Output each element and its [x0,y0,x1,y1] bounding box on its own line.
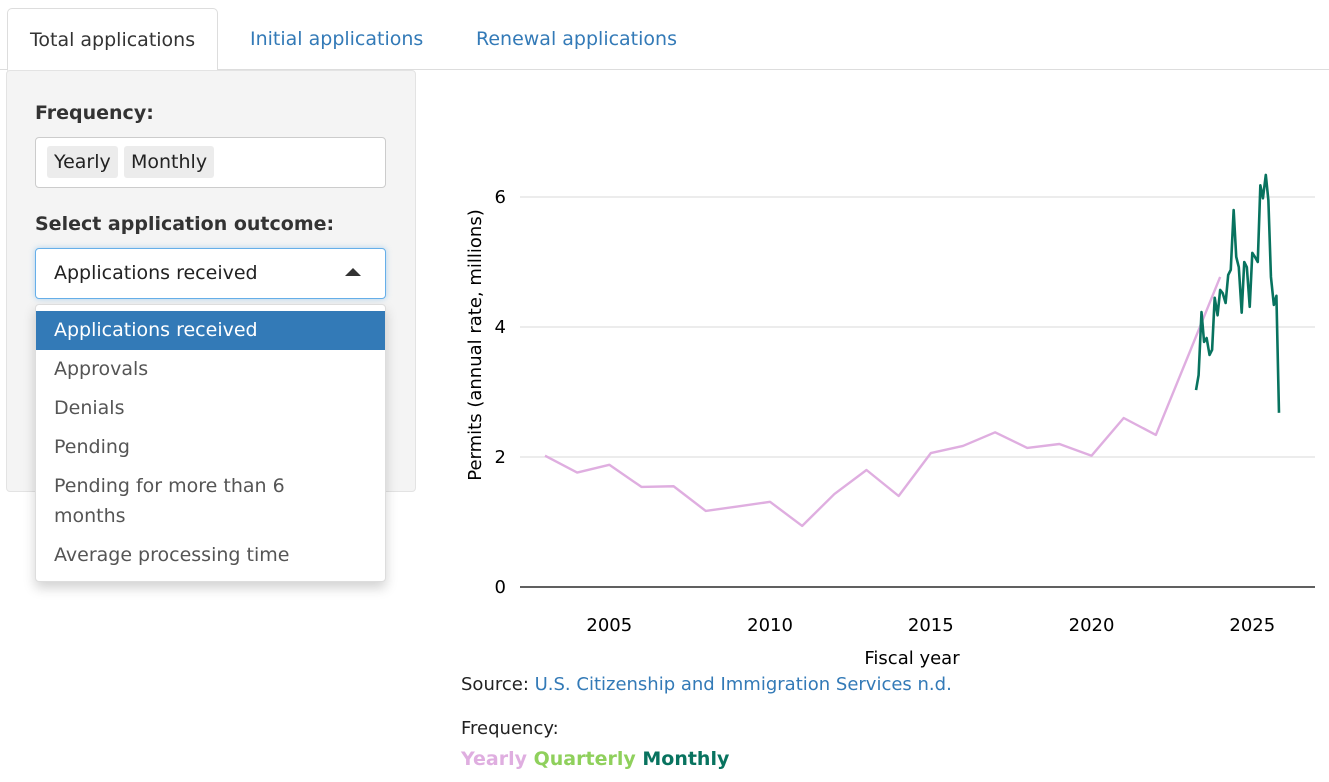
caret-up-icon [345,268,361,276]
legend: Yearly Quarterly Monthly [461,748,729,770]
option-approvals[interactable]: Approvals [54,358,149,380]
x-tick-label: 2010 [747,615,793,636]
option-average-processing-time[interactable]: Average processing time [54,544,290,566]
outcome-label: Select application outcome: [35,213,335,235]
source-prefix: Source: [461,674,535,695]
y-tick-label: 0 [495,577,506,598]
source-note: Source: U.S. Citizenship and Immigration… [461,674,952,695]
y-tick-label: 6 [495,187,506,208]
option-pending[interactable]: Pending [54,436,130,458]
tab-total-applications[interactable]: Total applications [7,8,219,71]
legend-quarterly[interactable]: Quarterly [533,748,636,770]
frequency-chip-yearly[interactable]: Yearly [47,146,118,178]
outcome-dropdown: Applications received Approvals Denials … [35,304,386,582]
y-tick-label: 4 [495,317,506,338]
outcome-selected-value: Applications received [54,262,258,284]
frequency-chip-monthly[interactable]: Monthly [124,146,215,178]
y-tick-label: 2 [495,447,506,468]
option-pending-6-months[interactable]: Pending for more than 6 months [54,475,285,527]
option-denials[interactable]: Denials [54,397,125,419]
x-tick-label: 2020 [1069,615,1115,636]
tab-renewal-applications[interactable]: Renewal applications [476,28,677,50]
legend-yearly[interactable]: Yearly [461,748,527,770]
series-line-yearly [544,276,1222,528]
x-axis-label: Fiscal year [864,648,960,669]
legend-title: Frequency: [461,718,559,739]
frequency-multiselect[interactable]: Yearly Monthly [35,137,386,188]
x-tick-label: 2025 [1229,615,1275,636]
x-tick-label: 2015 [908,615,954,636]
x-tick-label: 2005 [586,615,632,636]
option-applications-received[interactable]: Applications received [36,311,385,350]
source-link[interactable]: U.S. Citizenship and Immigration Service… [534,674,952,695]
tab-bar: Total applications Initial applications … [0,0,1329,71]
y-axis-label: Permits (annual rate, millions) [465,209,486,480]
legend-monthly[interactable]: Monthly [642,748,730,770]
frequency-label: Frequency: [35,102,154,124]
series-line-monthly [1194,173,1281,413]
outcome-select[interactable]: Applications received [35,248,386,299]
tab-initial-applications[interactable]: Initial applications [250,28,424,50]
